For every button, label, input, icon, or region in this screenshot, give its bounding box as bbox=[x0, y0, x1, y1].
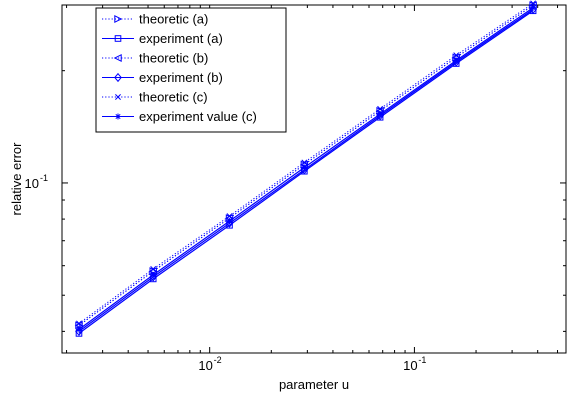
legend-marker bbox=[113, 53, 122, 63]
legend-item-1: theoretic (a) bbox=[102, 12, 208, 27]
legend-item-3: theoretic (b) bbox=[102, 51, 208, 66]
legend-label: experiment value (c) bbox=[139, 109, 257, 124]
y-tick-label: 10 bbox=[25, 176, 39, 191]
legend-label: experiment (b) bbox=[139, 70, 223, 85]
series-layer bbox=[74, 0, 538, 337]
data-point bbox=[75, 326, 82, 333]
legend-marker bbox=[115, 113, 121, 120]
x-tick-label-exponent: -2 bbox=[214, 355, 222, 365]
data-point bbox=[530, 0, 537, 7]
data-point bbox=[377, 105, 384, 112]
y-tick-label-exponent: -1 bbox=[40, 173, 48, 183]
legend-item-4: experiment (b) bbox=[102, 70, 223, 85]
x-tick-label: 10 bbox=[403, 358, 417, 373]
data-point bbox=[150, 266, 157, 272]
data-point bbox=[76, 320, 82, 327]
ticks-layer: 10 -2 10 -110 -1 bbox=[25, 5, 566, 373]
legend-label: theoretic (b) bbox=[139, 51, 208, 66]
data-point bbox=[226, 213, 233, 220]
legend-label: theoretic (a) bbox=[139, 12, 208, 27]
data-point bbox=[75, 326, 83, 336]
series-5 bbox=[76, 0, 537, 327]
data-point bbox=[453, 57, 460, 64]
data-point bbox=[149, 272, 158, 282]
x-tick-label: 10 bbox=[198, 358, 212, 373]
series-6 bbox=[75, 4, 537, 333]
legend-marker bbox=[115, 94, 121, 100]
data-point bbox=[301, 164, 308, 171]
legend-item-6: experiment value (c) bbox=[102, 109, 257, 124]
legend-label: theoretic (c) bbox=[139, 90, 208, 105]
data-point bbox=[150, 271, 157, 278]
legend: theoretic (a) experiment (a) theoretic (b)… bbox=[95, 7, 287, 133]
data-point bbox=[301, 159, 308, 166]
y-axis-title: relative error bbox=[9, 142, 24, 216]
legend-box bbox=[95, 7, 287, 133]
legend-label: experiment (a) bbox=[139, 31, 223, 46]
data-point bbox=[530, 4, 537, 11]
legend-marker bbox=[114, 35, 122, 42]
data-point bbox=[226, 218, 233, 225]
legend-marker bbox=[114, 72, 122, 83]
legend-marker bbox=[114, 14, 123, 24]
series-line bbox=[78, 10, 534, 334]
data-point bbox=[453, 52, 460, 59]
legend-item-2: experiment (a) bbox=[102, 31, 223, 46]
legend-item-5: theoretic (c) bbox=[102, 90, 208, 105]
data-point bbox=[377, 111, 384, 118]
x-tick-label-exponent: -1 bbox=[418, 355, 426, 365]
x-axis-title: parameter u bbox=[279, 377, 349, 392]
